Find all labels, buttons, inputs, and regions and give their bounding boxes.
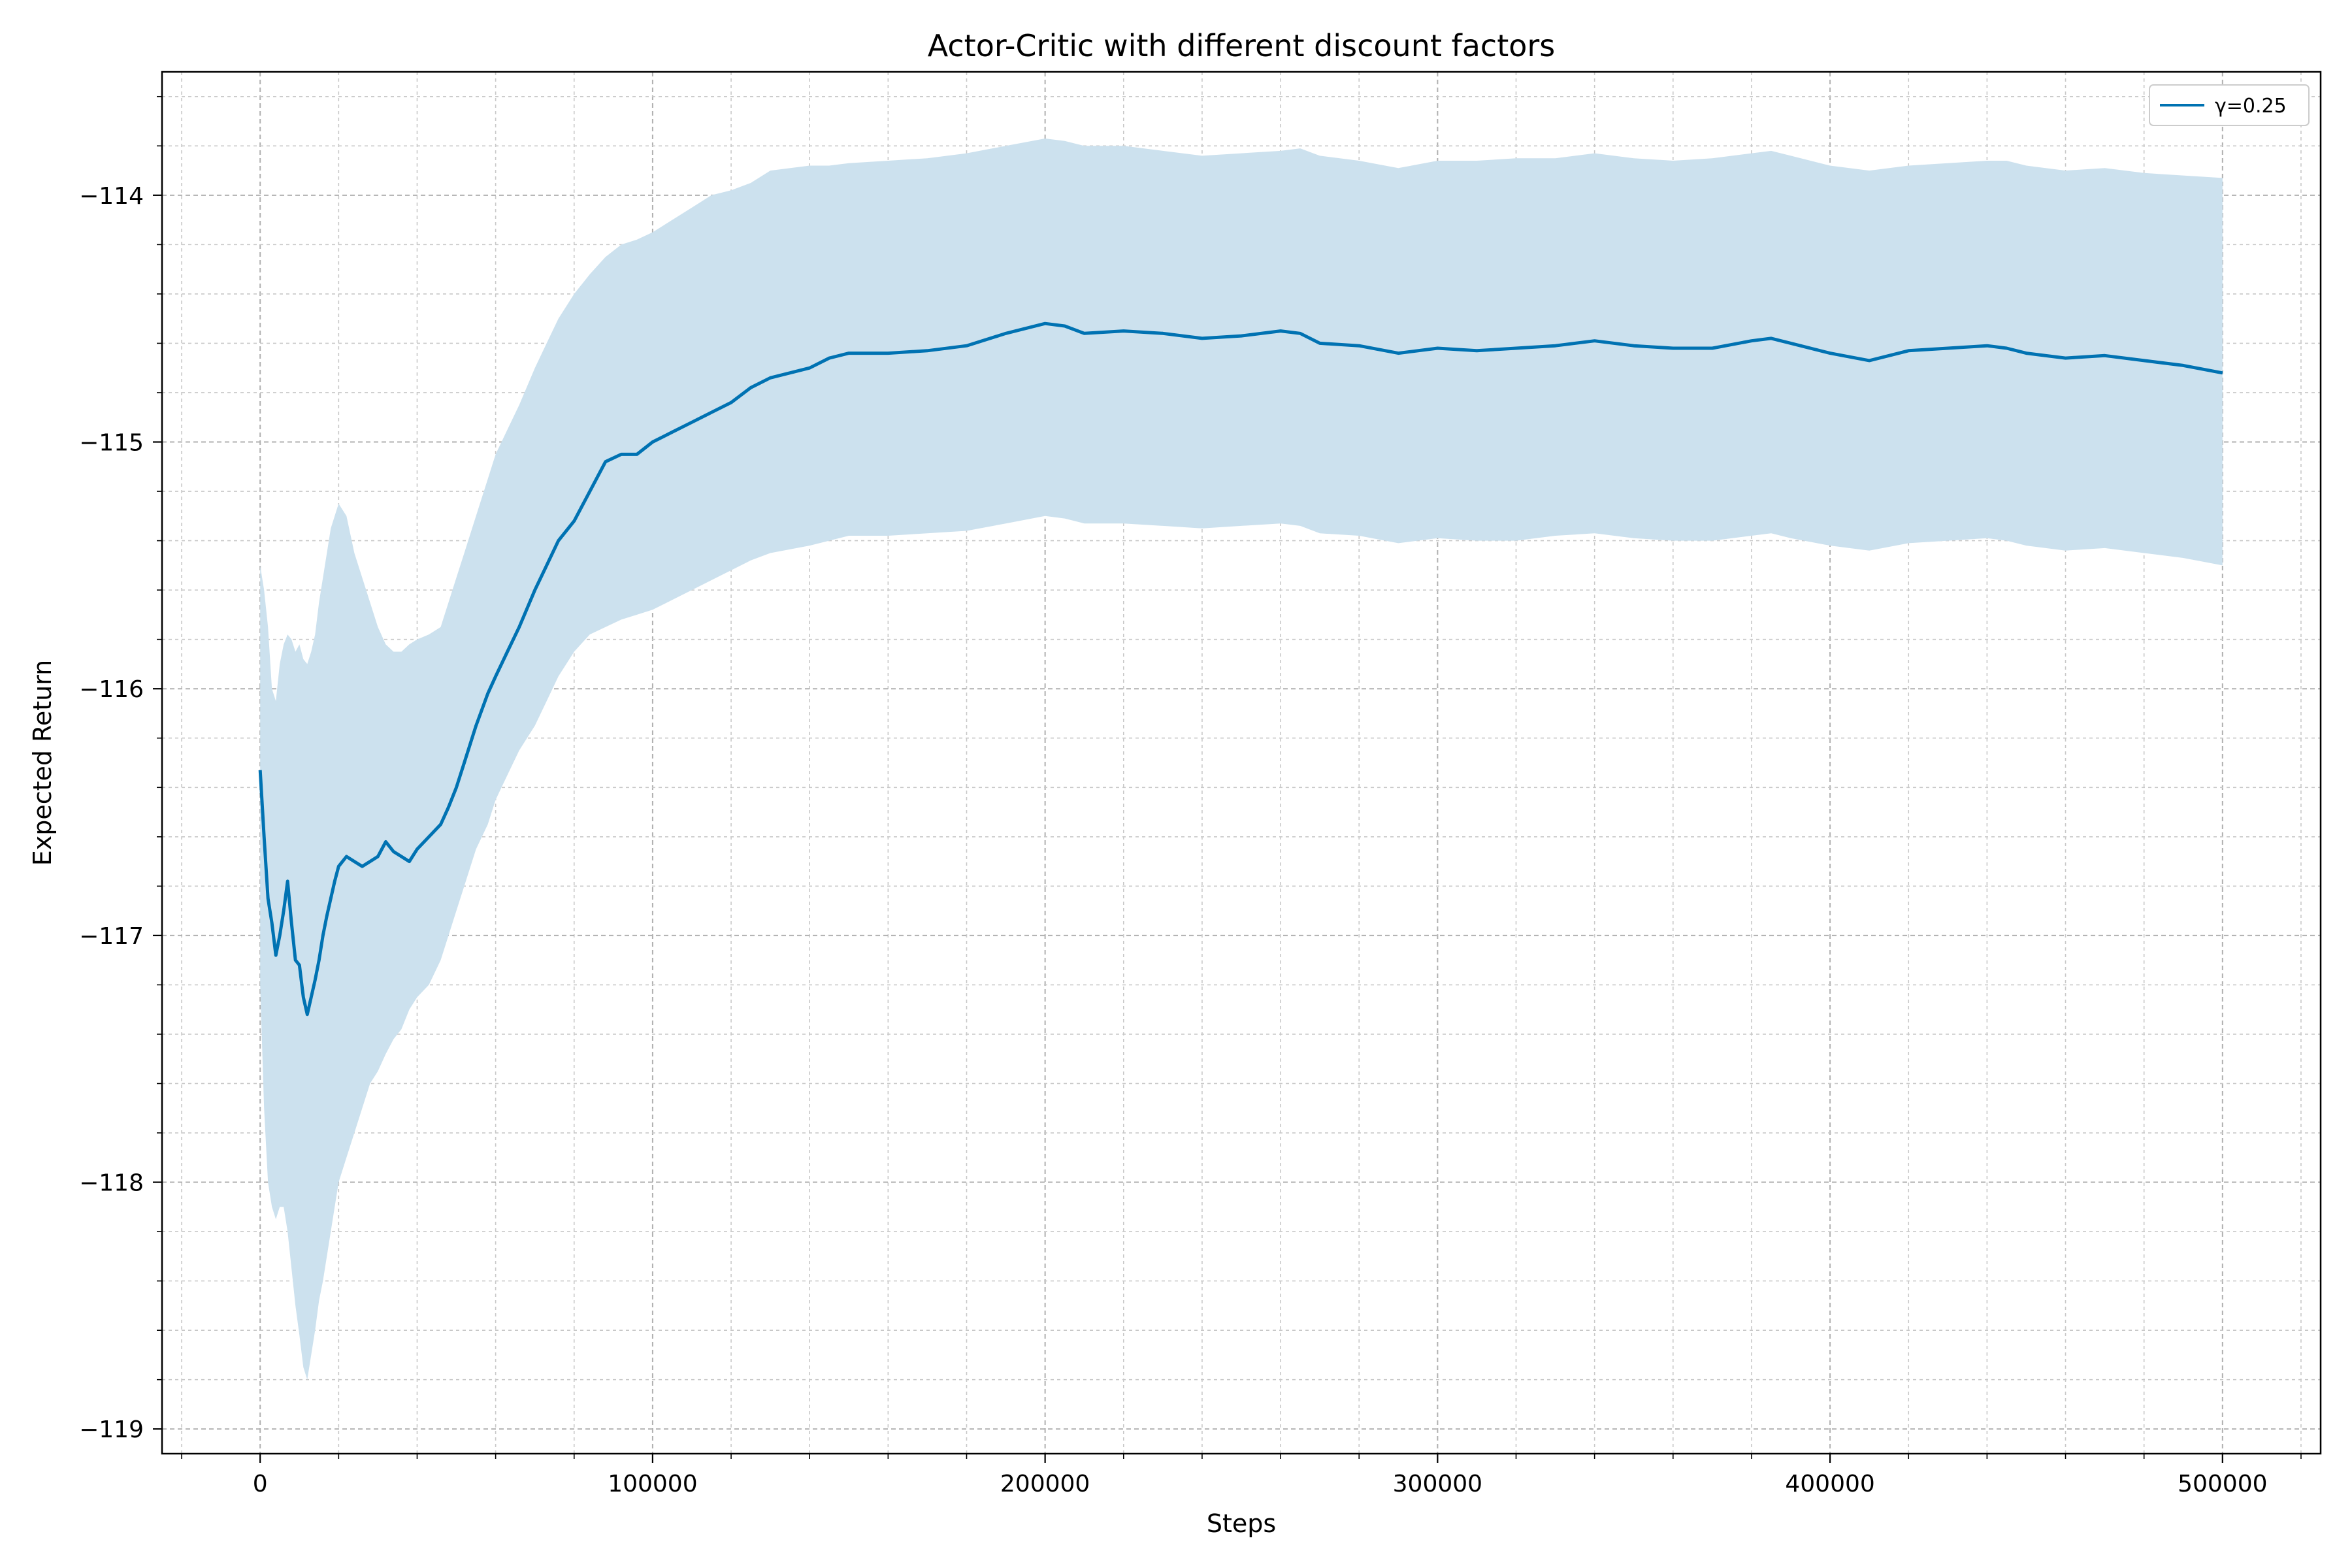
legend-entry: γ=0.25: [2215, 95, 2287, 118]
x-tick-label: 200000: [1000, 1471, 1090, 1497]
tick-layer: 0 100000 200000 300000 400000 500000 −119 −118 −…: [79, 95, 2302, 1497]
legend: γ=0.25: [2149, 84, 2310, 126]
plot-frame: [161, 71, 2322, 1455]
x-tick-label: 400000: [1785, 1471, 1874, 1497]
x-tick-label: 100000: [608, 1471, 697, 1497]
y-tick-label: −117: [79, 923, 144, 950]
x-tick-label: 500000: [2178, 1471, 2267, 1497]
y-tick-label: −119: [79, 1416, 144, 1443]
y-tick-label: −118: [79, 1170, 144, 1197]
legend-box: [2149, 84, 2310, 126]
mean-line: [258, 321, 2223, 1017]
std-band-layer: [260, 139, 2223, 1380]
x-tick-label: 300000: [1393, 1471, 1482, 1497]
y-tick-label: −114: [79, 183, 144, 210]
y-tick-label: −115: [79, 430, 144, 457]
x-axis-label: Steps: [1207, 1509, 1276, 1538]
std-band: [260, 139, 2223, 1380]
y-tick-label: −116: [79, 676, 144, 703]
x-tick-label: 0: [253, 1471, 268, 1497]
chart-title: Actor-Critic with different discount fac…: [928, 28, 1556, 63]
mean-line-layer: [258, 321, 2223, 1017]
y-axis-label: Expected Return: [28, 660, 57, 866]
